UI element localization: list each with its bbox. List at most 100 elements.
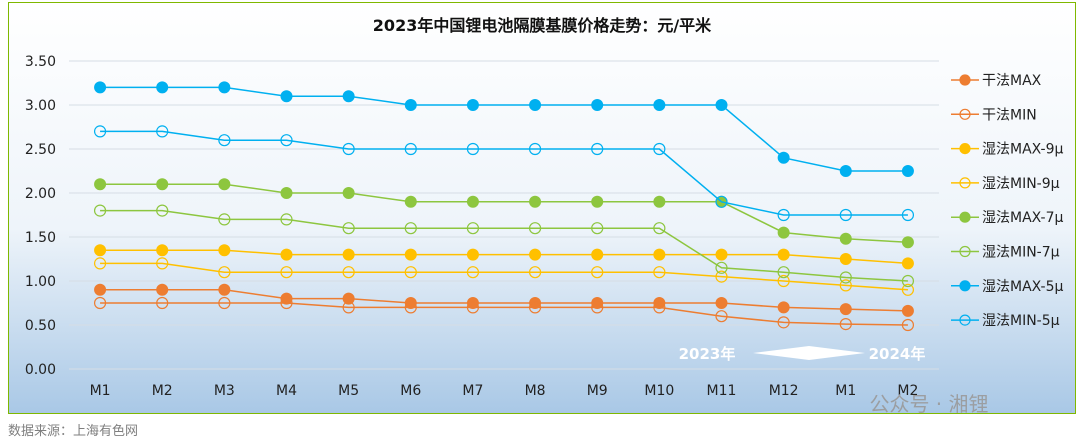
data-point [901,236,914,249]
data-point [466,297,479,309]
data-point [94,244,107,257]
legend: 干法MAX 干法MIN 湿法MAX-9μ 湿法MIN-9μ 湿法MAX-7μ 湿法MIN-… [951,73,1064,329]
chart-frame: 2023年中国锂电池隔膜基膜价格走势：元/平米 0.00 0.50 1.00 1.50… [8,2,1076,414]
data-point [901,283,915,296]
data-point [218,81,231,94]
legend-label: 湿法MAX-7μ [982,210,1064,226]
x-tick-label: M7 [462,383,483,399]
data-point [653,195,666,208]
data-point [342,222,355,235]
data-point [839,253,852,265]
data-point [342,142,355,156]
data-point [94,178,107,191]
data-point [715,248,728,261]
data-point [529,99,542,111]
legend-entry-2: 湿法MAX-9μ [951,142,1064,158]
data-point [93,296,107,310]
chart-background [9,3,1075,413]
data-point [466,301,480,314]
legend-entry-6: 湿法MAX-5μ [951,279,1064,295]
legend-marker [959,177,971,189]
data-point [404,297,417,309]
data-point [901,318,915,332]
y-tick-label: 2.00 [25,186,56,202]
data-point [342,292,355,305]
series-line [100,209,908,282]
data-point [777,151,790,164]
series-5 [93,204,915,288]
data-point [342,266,355,279]
series-7 [93,125,915,222]
data-point [156,81,169,94]
data-point [218,134,231,147]
data-point [342,301,355,314]
series-line [100,262,908,291]
series-line [100,249,908,265]
data-point [839,208,852,222]
data-point [280,90,293,103]
data-point [156,283,169,296]
data-point [839,232,852,245]
legend-label: 干法MAX [982,73,1042,89]
series-2 [94,244,914,270]
data-point [777,316,790,329]
data-point [591,297,604,309]
data-point [777,248,790,261]
data-point [653,297,666,309]
data-point [591,248,604,261]
data-point [94,81,107,94]
data-point [466,248,479,261]
data-point [715,195,728,208]
data-point [715,99,728,111]
data-point [342,248,355,261]
data-point [777,226,790,239]
legend-marker [959,280,971,292]
data-point [280,296,293,310]
x-tick-label: M11 [707,383,737,399]
data-point [156,244,169,257]
x-tick-label: M1 [90,383,111,399]
x-tick-label: M10 [644,383,674,399]
x-tick-label: M2 [152,383,173,399]
data-point [218,283,231,296]
data-point [653,222,666,235]
legend-entry-7: 湿法MIN-5μ [951,313,1060,329]
x-tick-label: M3 [214,383,235,399]
y-tick-label: 0.00 [25,362,56,378]
legend-entry-4: 湿法MAX-7μ [951,210,1064,226]
data-point [839,165,852,177]
data-point [591,266,604,279]
legend-label: 湿法MAX-5μ [982,279,1064,295]
legend-label: 湿法MIN-9μ [982,176,1060,192]
data-point [466,195,479,208]
legend-label: 干法MIN [982,107,1037,123]
data-point [901,165,914,177]
data-point [280,187,293,199]
data-point [218,213,231,226]
data-point [93,257,107,270]
legend-marker [959,74,971,86]
legend-marker [959,314,971,326]
series-1 [93,296,915,332]
data-point [777,208,790,222]
data-point [528,301,542,314]
data-point [901,208,915,222]
y-tick-label: 3.50 [25,54,56,70]
legend-entry-1: 干法MIN [951,107,1037,123]
data-point [280,292,293,305]
series-3 [93,257,915,296]
data-point [404,142,417,156]
x-axis-ticks: M1 M2 M3 M4 M5 M6 M7 M8 M9 M10 M11 M12 M1 M2 [90,383,919,399]
legend-label: 湿法MIN-5μ [982,313,1060,329]
x-tick-label: M5 [338,383,359,399]
x-tick-label: M1 [835,383,856,399]
series-line [100,183,908,244]
data-point [839,303,852,316]
x-tick-label: M12 [769,383,799,399]
data-point [777,266,790,279]
data-point [156,125,169,138]
series-layer [93,81,915,332]
legend-marker [959,108,971,120]
data-point [839,318,852,331]
y-tick-label: 2.50 [25,142,56,158]
